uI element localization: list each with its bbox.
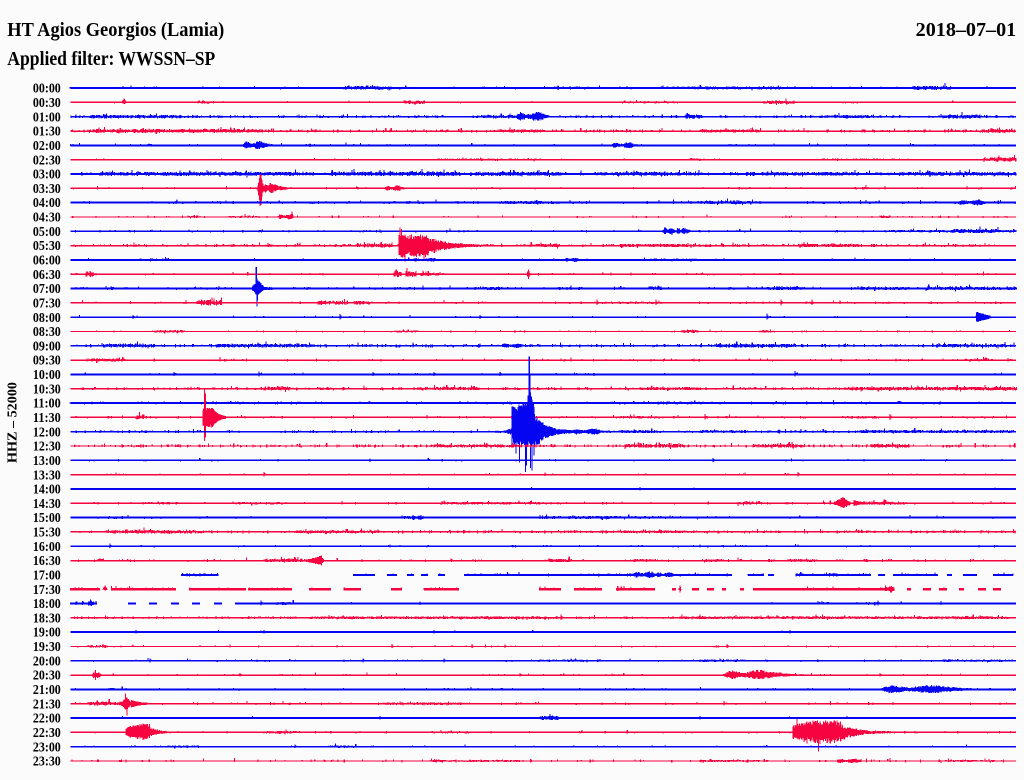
svg-text:18:30: 18:30 bbox=[33, 611, 61, 626]
svg-text:05:30: 05:30 bbox=[33, 239, 61, 254]
svg-text:06:00: 06:00 bbox=[33, 254, 61, 269]
svg-text:19:00: 19:00 bbox=[33, 626, 61, 641]
svg-text:13:30: 13:30 bbox=[33, 468, 61, 483]
svg-text:HT Agios Georgios (Lamia): HT Agios Georgios (Lamia) bbox=[7, 20, 224, 41]
svg-text:05:00: 05:00 bbox=[33, 225, 61, 240]
svg-text:14:00: 14:00 bbox=[33, 483, 61, 498]
svg-text:15:00: 15:00 bbox=[33, 511, 61, 526]
svg-text:2018–07–01: 2018–07–01 bbox=[916, 20, 1017, 41]
svg-text:17:00: 17:00 bbox=[33, 569, 61, 584]
svg-text:13:00: 13:00 bbox=[33, 454, 61, 469]
svg-text:09:30: 09:30 bbox=[33, 354, 61, 369]
svg-text:01:30: 01:30 bbox=[33, 125, 61, 140]
svg-text:23:30: 23:30 bbox=[33, 755, 61, 770]
svg-text:01:00: 01:00 bbox=[33, 110, 61, 125]
svg-text:12:00: 12:00 bbox=[33, 425, 61, 440]
svg-text:02:00: 02:00 bbox=[33, 139, 61, 154]
svg-text:00:30: 00:30 bbox=[33, 96, 61, 111]
svg-text:17:30: 17:30 bbox=[33, 583, 61, 598]
svg-text:07:30: 07:30 bbox=[33, 297, 61, 312]
svg-text:16:30: 16:30 bbox=[33, 554, 61, 569]
svg-text:18:00: 18:00 bbox=[33, 597, 61, 612]
svg-text:19:30: 19:30 bbox=[33, 640, 61, 655]
svg-text:21:30: 21:30 bbox=[33, 697, 61, 712]
svg-text:04:00: 04:00 bbox=[33, 196, 61, 211]
svg-text:11:00: 11:00 bbox=[33, 397, 61, 412]
svg-text:08:30: 08:30 bbox=[33, 325, 61, 340]
svg-text:Applied filter: WWSSN–SP: Applied filter: WWSSN–SP bbox=[7, 49, 215, 70]
svg-text:10:00: 10:00 bbox=[33, 368, 61, 383]
svg-text:03:00: 03:00 bbox=[33, 168, 61, 183]
svg-text:09:00: 09:00 bbox=[33, 339, 61, 354]
svg-text:12:30: 12:30 bbox=[33, 440, 61, 455]
svg-text:14:30: 14:30 bbox=[33, 497, 61, 512]
svg-text:15:30: 15:30 bbox=[33, 526, 61, 541]
svg-text:06:30: 06:30 bbox=[33, 268, 61, 283]
svg-text:08:00: 08:00 bbox=[33, 311, 61, 326]
svg-text:03:30: 03:30 bbox=[33, 182, 61, 197]
svg-text:20:30: 20:30 bbox=[33, 669, 61, 684]
svg-text:10:30: 10:30 bbox=[33, 382, 61, 397]
svg-text:02:30: 02:30 bbox=[33, 153, 61, 168]
svg-text:23:00: 23:00 bbox=[33, 740, 61, 755]
svg-text:11:30: 11:30 bbox=[33, 411, 61, 426]
svg-text:22:30: 22:30 bbox=[33, 726, 61, 741]
svg-text:20:00: 20:00 bbox=[33, 654, 61, 669]
svg-text:21:00: 21:00 bbox=[33, 683, 61, 698]
svg-text:16:00: 16:00 bbox=[33, 540, 61, 555]
svg-text:22:00: 22:00 bbox=[33, 712, 61, 727]
svg-text:07:00: 07:00 bbox=[33, 282, 61, 297]
svg-text:HHZ – 52000: HHZ – 52000 bbox=[6, 382, 21, 463]
svg-text:00:00: 00:00 bbox=[33, 82, 61, 97]
svg-text:04:30: 04:30 bbox=[33, 211, 61, 226]
